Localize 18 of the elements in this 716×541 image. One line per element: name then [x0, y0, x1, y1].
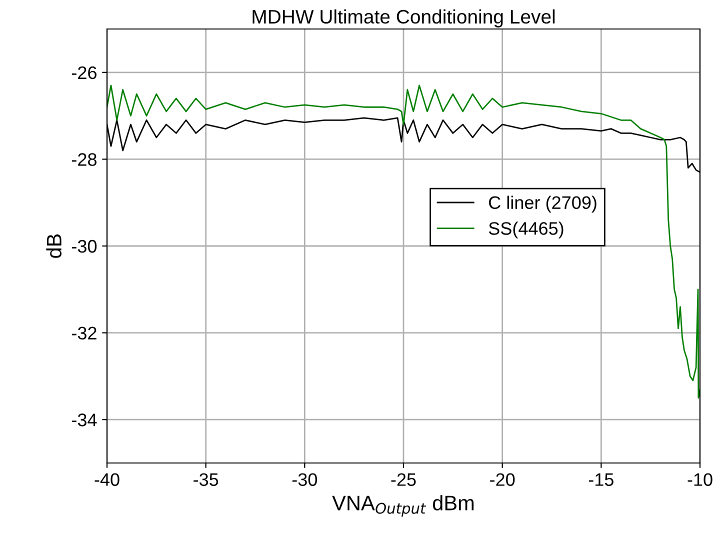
- x-tick-label: -25: [391, 473, 416, 486]
- chart-title: MDHW Ultimate Conditioning Level: [252, 9, 555, 28]
- x-tick-label: -30: [292, 473, 318, 486]
- x-tick-label: -35: [194, 473, 218, 486]
- y-axis-title: dB: [46, 234, 62, 258]
- x-tick-label: -20: [490, 473, 515, 486]
- x-tick-label: -40: [94, 473, 120, 486]
- x-tick-label: -15: [588, 473, 614, 486]
- x-tick-label: -10: [688, 473, 712, 486]
- y-tick-label: -30: [72, 240, 97, 253]
- legend-label: SS(4465): [488, 222, 564, 238]
- line-series: [107, 84, 700, 399]
- y-tick-label: -32: [72, 326, 96, 340]
- x-axis-title: VNA$_{Output}$ dBm: [332, 495, 474, 517]
- y-tick-label: -28: [72, 153, 96, 166]
- y-tick-label: -34: [72, 414, 97, 426]
- legend-label: C liner (2709): [489, 196, 596, 213]
- y-tick-label: -26: [72, 66, 96, 80]
